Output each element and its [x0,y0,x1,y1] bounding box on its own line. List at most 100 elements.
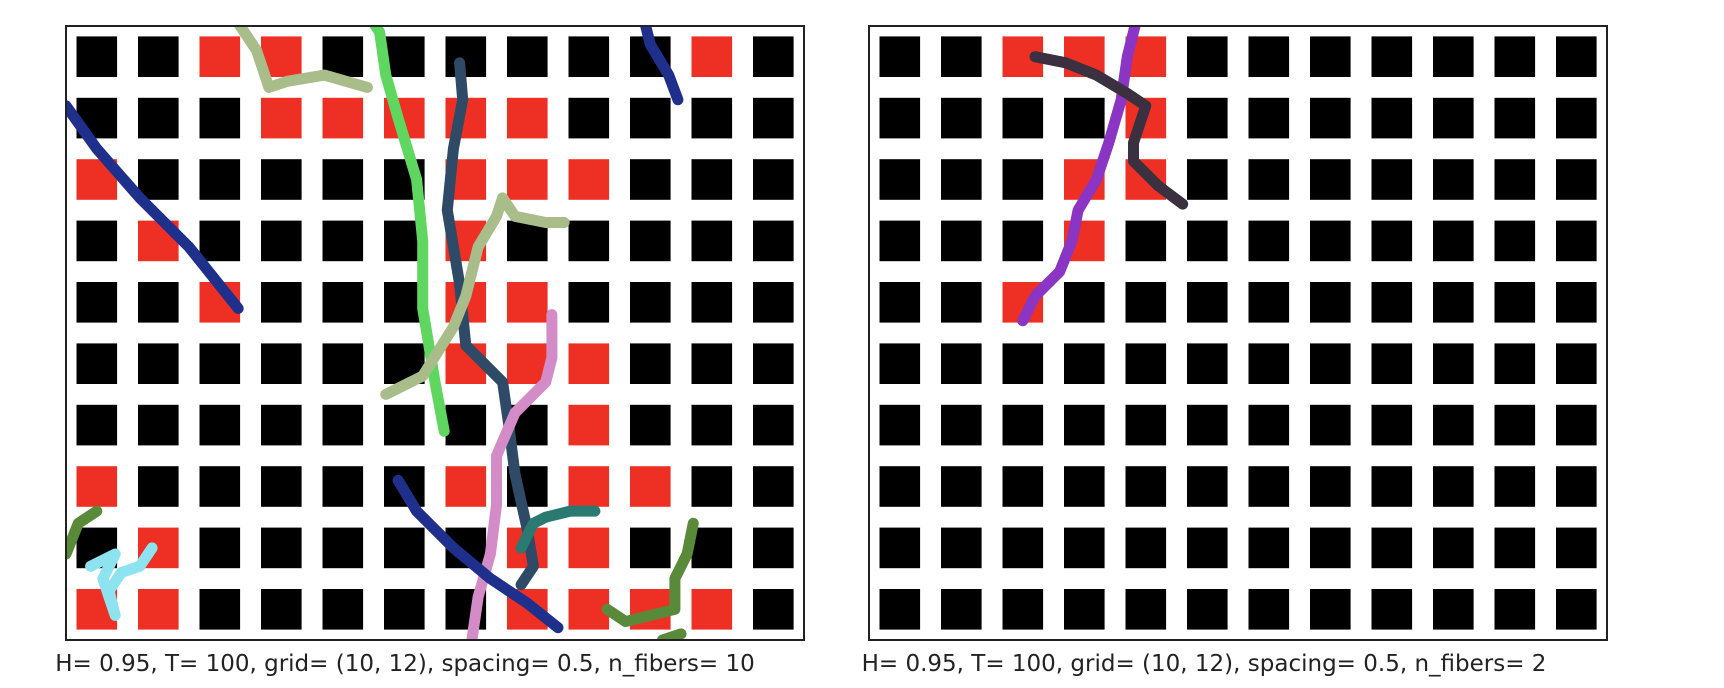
grid-cell [76,343,118,384]
fiber-path-6 [466,309,558,640]
grid-cell [630,527,671,569]
grid-cell [322,343,364,384]
grid-cell [1433,97,1474,139]
grid-cell [691,343,733,384]
grid-cell [1125,282,1167,323]
occupied-cell [630,466,671,507]
grid-cell [261,220,302,262]
fiber-path-7 [392,474,564,634]
grid-cell [753,220,794,262]
grid-cell [1248,343,1290,384]
grid-cell [1248,466,1290,507]
grid-cell [691,220,733,262]
grid-cell [261,589,302,630]
occupied-cell [568,404,610,446]
right-panel-caption: H= 0.95, T= 100, grid= (10, 12), spacing… [862,651,1547,677]
grid-cell [1494,159,1536,200]
fiber-path-10 [85,542,158,621]
grid-cell [1187,282,1228,323]
occupied-cell [507,97,548,139]
grid-cell [879,527,921,569]
grid-cell [941,527,982,569]
grid-cell [879,282,921,323]
grid-cell [1248,282,1290,323]
grid-cell [1310,36,1351,77]
grid-cell [1433,343,1474,384]
grid-cell [1494,36,1536,77]
grid-cell [199,97,241,139]
grid-cell [507,36,548,77]
grid-cell [1433,404,1474,446]
fiber-path-0 [66,100,244,314]
panel-left [65,25,805,641]
grid-cell [1371,589,1413,630]
grid-cell [753,527,794,569]
grid-cell [1187,220,1228,262]
grid-cell [630,343,671,384]
grid-cell [941,97,982,139]
fiber-path-5 [380,192,570,400]
panel-right [868,25,1608,641]
grid-cell [1556,466,1597,507]
grid-cell [261,159,302,200]
grid-cell [138,159,179,200]
grid-cell [691,97,733,139]
fiber-path-1 [640,26,684,106]
occupied-cell [445,466,487,507]
grid-cell [1310,282,1351,323]
grid-cell [630,159,671,200]
grid-cell [1433,282,1474,323]
grid-cell [1310,527,1351,569]
grid-cell [1002,404,1044,446]
grid-cell [1310,97,1351,139]
fiber-path-0 [1017,26,1141,327]
occupied-cell [568,466,610,507]
grid-cell [1187,97,1228,139]
grid-cell [1433,159,1474,200]
occupied-cell [507,282,548,323]
grid-cell [1002,466,1044,507]
grid-cell [879,343,921,384]
grid-cell [691,404,733,446]
grid-cell [753,466,794,507]
occupied-cell [568,159,610,200]
grid-cell [879,159,921,200]
grid-cell [691,159,733,200]
grid-cell [1433,589,1474,630]
grid-cell [1433,36,1474,77]
fiber-path-2 [233,26,373,93]
grid-cell [879,97,921,139]
grid-cell [199,466,241,507]
grid-cell [1556,36,1597,77]
grid-cell [1310,220,1351,262]
occupied-cell [507,159,548,200]
grid-cell [1187,159,1228,200]
grid-cell [1310,159,1351,200]
grid-cell [630,97,671,139]
grid-cell [76,404,118,446]
grid-cell [941,282,982,323]
grid-cell [1248,527,1290,569]
grid-cell [1494,466,1536,507]
occupied-cell [76,466,118,507]
grid-cell [445,404,487,446]
grid-cell [76,220,118,262]
grid-cell [1556,97,1597,139]
grid-cell [1556,159,1597,200]
fiber-path-8 [515,505,601,554]
grid-cell [1125,589,1167,630]
grid-cell [753,36,794,77]
plot-frame [868,25,1608,641]
grid-cell [691,527,733,569]
grid-cell [630,220,671,262]
grid-cell [1002,527,1044,569]
grid-cell [138,36,179,77]
grid-cell [199,159,241,200]
grid-cell [322,589,364,630]
grid-cell [1371,343,1413,384]
grid-cell [384,36,425,77]
grid-cell [322,282,364,323]
grid-cell [261,343,302,384]
fiber-path-9 [66,505,103,560]
plot-background [66,26,804,640]
